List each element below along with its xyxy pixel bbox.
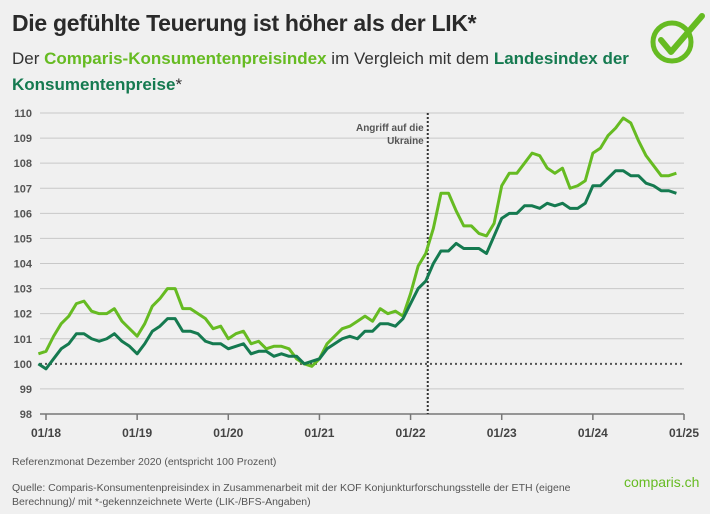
series-line-comparis — [37, 116, 677, 368]
check-circle-icon — [650, 13, 705, 64]
y-tick-label: 98 — [20, 409, 32, 421]
annotation-label-line1: Angriff auf die — [356, 123, 424, 134]
subtitle-series-comparis: Comparis-Konsumentenpreisindex — [44, 49, 327, 68]
x-tick-label: 01/18 — [31, 426, 61, 440]
y-tick-label: 101 — [14, 334, 32, 346]
y-tick-label: 104 — [14, 259, 33, 271]
series-group — [37, 116, 677, 371]
y-tick-label: 109 — [14, 133, 32, 145]
y-tick-label: 110 — [14, 108, 32, 120]
subtitle-mid: im Vergleich mit dem — [326, 49, 494, 68]
line-chart: 98 99 100 101 102 103 104 105 106 107 108 109 110 01… — [14, 108, 700, 440]
x-tick-label: 01/20 — [213, 426, 243, 440]
chart-subtitle: Der Comparis-Konsumentenpreisindex im Ve… — [12, 46, 632, 98]
subtitle-suffix: * — [175, 75, 183, 94]
subtitle-series-lik: Landesindex der Konsumentenpreise — [12, 49, 629, 94]
x-tick-label: 01/23 — [487, 426, 517, 440]
y-tick-label: 107 — [14, 183, 32, 195]
annotation-group: Angriff auf die Ukraine — [356, 113, 429, 414]
grid-lines — [40, 112, 684, 390]
source-note: Quelle: Comparis-Konsumentenpreisindex i… — [12, 482, 571, 508]
x-tick-label: 01/25 — [669, 426, 699, 440]
x-tick-label: 01/22 — [396, 426, 426, 440]
reference-note: Referenzmonat Dezember 2020 (entspricht … — [12, 456, 277, 468]
y-tick-label: 100 — [14, 359, 32, 371]
x-tick-label: 01/24 — [578, 426, 608, 440]
y-tick-label: 106 — [14, 208, 32, 220]
x-axis: 01/18 01/19 01/20 01/21 01/22 01/23 01/24 01/25 — [31, 413, 699, 440]
y-tick-label: 103 — [14, 284, 32, 296]
y-tick-label: 108 — [14, 158, 32, 170]
subtitle-prefix: Der — [12, 49, 45, 68]
y-axis-labels: 98 99 100 101 102 103 104 105 106 107 108 109 110 — [14, 108, 33, 421]
brand-logo: comparis.ch — [624, 474, 700, 490]
chart-title: Die gefühlte Teuerung ist höher als der … — [12, 10, 477, 36]
y-tick-label: 102 — [14, 309, 32, 321]
x-tick-label: 01/21 — [304, 426, 334, 440]
x-tick-label: 01/19 — [122, 426, 152, 440]
y-tick-label: 99 — [20, 384, 32, 396]
annotation-label-line2: Ukraine — [387, 136, 424, 147]
y-tick-label: 105 — [14, 233, 32, 245]
